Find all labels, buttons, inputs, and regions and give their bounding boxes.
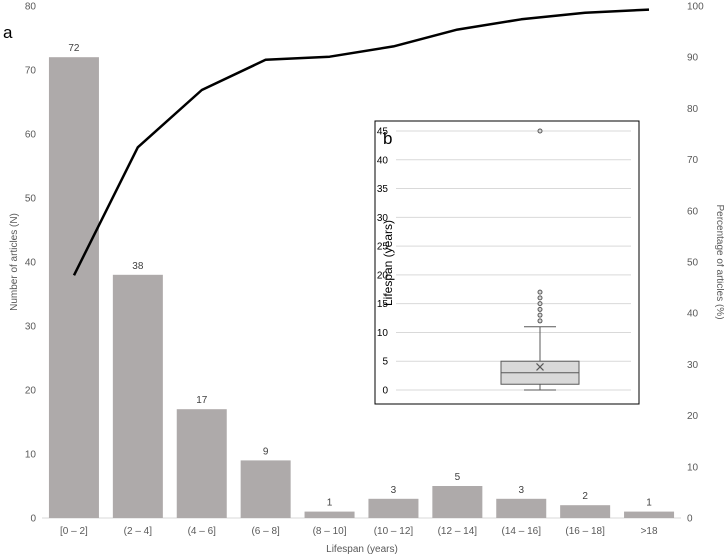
x-tick-label: (16 – 18] <box>565 526 605 537</box>
bar <box>432 486 483 518</box>
x-axis-label: Lifespan (years) <box>326 544 398 555</box>
inset-y-tick-label: 30 <box>377 213 389 224</box>
panel-b-label: b <box>383 129 392 148</box>
x-tick-label: (10 – 12] <box>374 526 414 537</box>
inset-y-tick-label: 25 <box>377 242 389 253</box>
right-y-ticks: 0 10 20 30 40 50 60 70 80 90 100 <box>687 2 704 525</box>
inset-y-tick-label: 20 <box>377 270 389 281</box>
bar-data-label: 38 <box>132 261 144 272</box>
inset-boxplot: b Lifespan (years) 0 5 10 15 20 25 30 35 40 45 <box>374 120 640 405</box>
right-y-tick-label: 30 <box>687 360 699 371</box>
x-tick-labels: [0 – 2] (2 – 4] (4 – 6] (6 – 8] (8 – 10] (10 … <box>60 526 658 537</box>
x-tick-label: (8 – 10] <box>313 526 347 537</box>
right-y-tick-label: 60 <box>687 206 699 217</box>
inset-y-tick-label: 40 <box>377 155 389 166</box>
left-y-tick-label: 60 <box>25 130 37 141</box>
mean-marker <box>536 363 544 371</box>
outlier-point <box>537 301 543 307</box>
bar <box>368 498 419 518</box>
bar <box>304 511 355 518</box>
inset-y-tick-label: 10 <box>377 328 389 339</box>
bar-data-label: 17 <box>196 395 208 406</box>
bar <box>624 511 675 518</box>
left-y-tick-label: 80 <box>25 2 37 13</box>
inset-y-tick-label: 45 <box>377 127 389 138</box>
outlier-point <box>537 312 543 318</box>
bar <box>176 409 227 518</box>
left-y-tick-label: 50 <box>25 194 37 205</box>
bar-data-label: 9 <box>263 446 269 457</box>
right-y-tick-label: 90 <box>687 53 699 64</box>
inset-y-axis-label: Lifespan (years) <box>381 220 395 306</box>
outlier-point <box>537 289 543 295</box>
left-y-tick-label: 10 <box>25 450 37 461</box>
left-y-tick-label: 20 <box>25 386 37 397</box>
right-y-tick-label: 20 <box>687 411 699 422</box>
left-y-ticks: 0 10 20 30 40 50 60 70 80 <box>25 2 37 525</box>
x-tick-label: (12 – 14] <box>438 526 478 537</box>
cumulative-percentage-line <box>72 8 650 276</box>
bar-data-label: 72 <box>68 43 80 54</box>
bar <box>240 460 291 518</box>
outlier-point <box>537 306 543 312</box>
right-y-tick-label: 70 <box>687 155 699 166</box>
left-y-tick-label: 30 <box>25 322 37 333</box>
panel-a-label: a <box>3 23 13 42</box>
bar <box>48 57 99 518</box>
x-tick-label: (14 – 16] <box>502 526 542 537</box>
bar-data-label: 1 <box>327 498 333 509</box>
inset-y-tick-label: 35 <box>377 184 389 195</box>
right-y-tick-label: 10 <box>687 462 699 473</box>
x-tick-label: >18 <box>641 526 658 537</box>
right-y-tick-label: 50 <box>687 258 699 269</box>
bar <box>560 505 611 518</box>
right-y-tick-label: 0 <box>687 514 693 525</box>
bar-data-label: 3 <box>518 485 524 496</box>
inset-y-tick-label: 0 <box>382 386 388 397</box>
cumulative-line <box>72 8 650 276</box>
x-tick-label: (4 – 6] <box>188 526 217 537</box>
outlier-point <box>537 318 543 324</box>
left-y-tick-label: 0 <box>30 514 36 525</box>
bar <box>496 498 547 518</box>
bar-data-label: 1 <box>646 498 652 509</box>
right-y-axis-label: Percentage of articles (%) <box>714 204 724 319</box>
bar-data-label: 3 <box>391 485 397 496</box>
inset-y-ticks: 0 5 10 15 20 25 30 35 40 45 <box>377 127 389 397</box>
bars <box>48 57 675 518</box>
left-y-axis-label: Number of articles (N) <box>9 213 20 311</box>
outlier-point <box>537 128 543 134</box>
left-y-tick-label: 40 <box>25 258 37 269</box>
right-y-tick-label: 80 <box>687 104 699 115</box>
outlier-point <box>537 295 543 301</box>
x-tick-label: [0 – 2] <box>60 526 88 537</box>
inset-frame <box>374 120 640 405</box>
inset-y-tick-label: 5 <box>382 357 388 368</box>
right-y-tick-label: 40 <box>687 309 699 320</box>
bar-data-label: 2 <box>582 491 588 502</box>
x-tick-label: (6 – 8] <box>251 526 280 537</box>
bar <box>112 274 163 518</box>
left-y-tick-label: 70 <box>25 66 37 77</box>
inset-y-tick-label: 15 <box>377 299 389 310</box>
inset-box <box>500 128 580 391</box>
x-tick-label: (2 – 4] <box>124 526 153 537</box>
bar-data-label: 5 <box>455 472 461 483</box>
right-y-tick-label: 100 <box>687 2 704 13</box>
